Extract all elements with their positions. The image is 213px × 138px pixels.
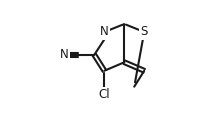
Text: N: N bbox=[60, 48, 69, 61]
Text: Cl: Cl bbox=[99, 88, 110, 101]
Text: S: S bbox=[141, 26, 148, 39]
Text: N: N bbox=[100, 26, 109, 39]
